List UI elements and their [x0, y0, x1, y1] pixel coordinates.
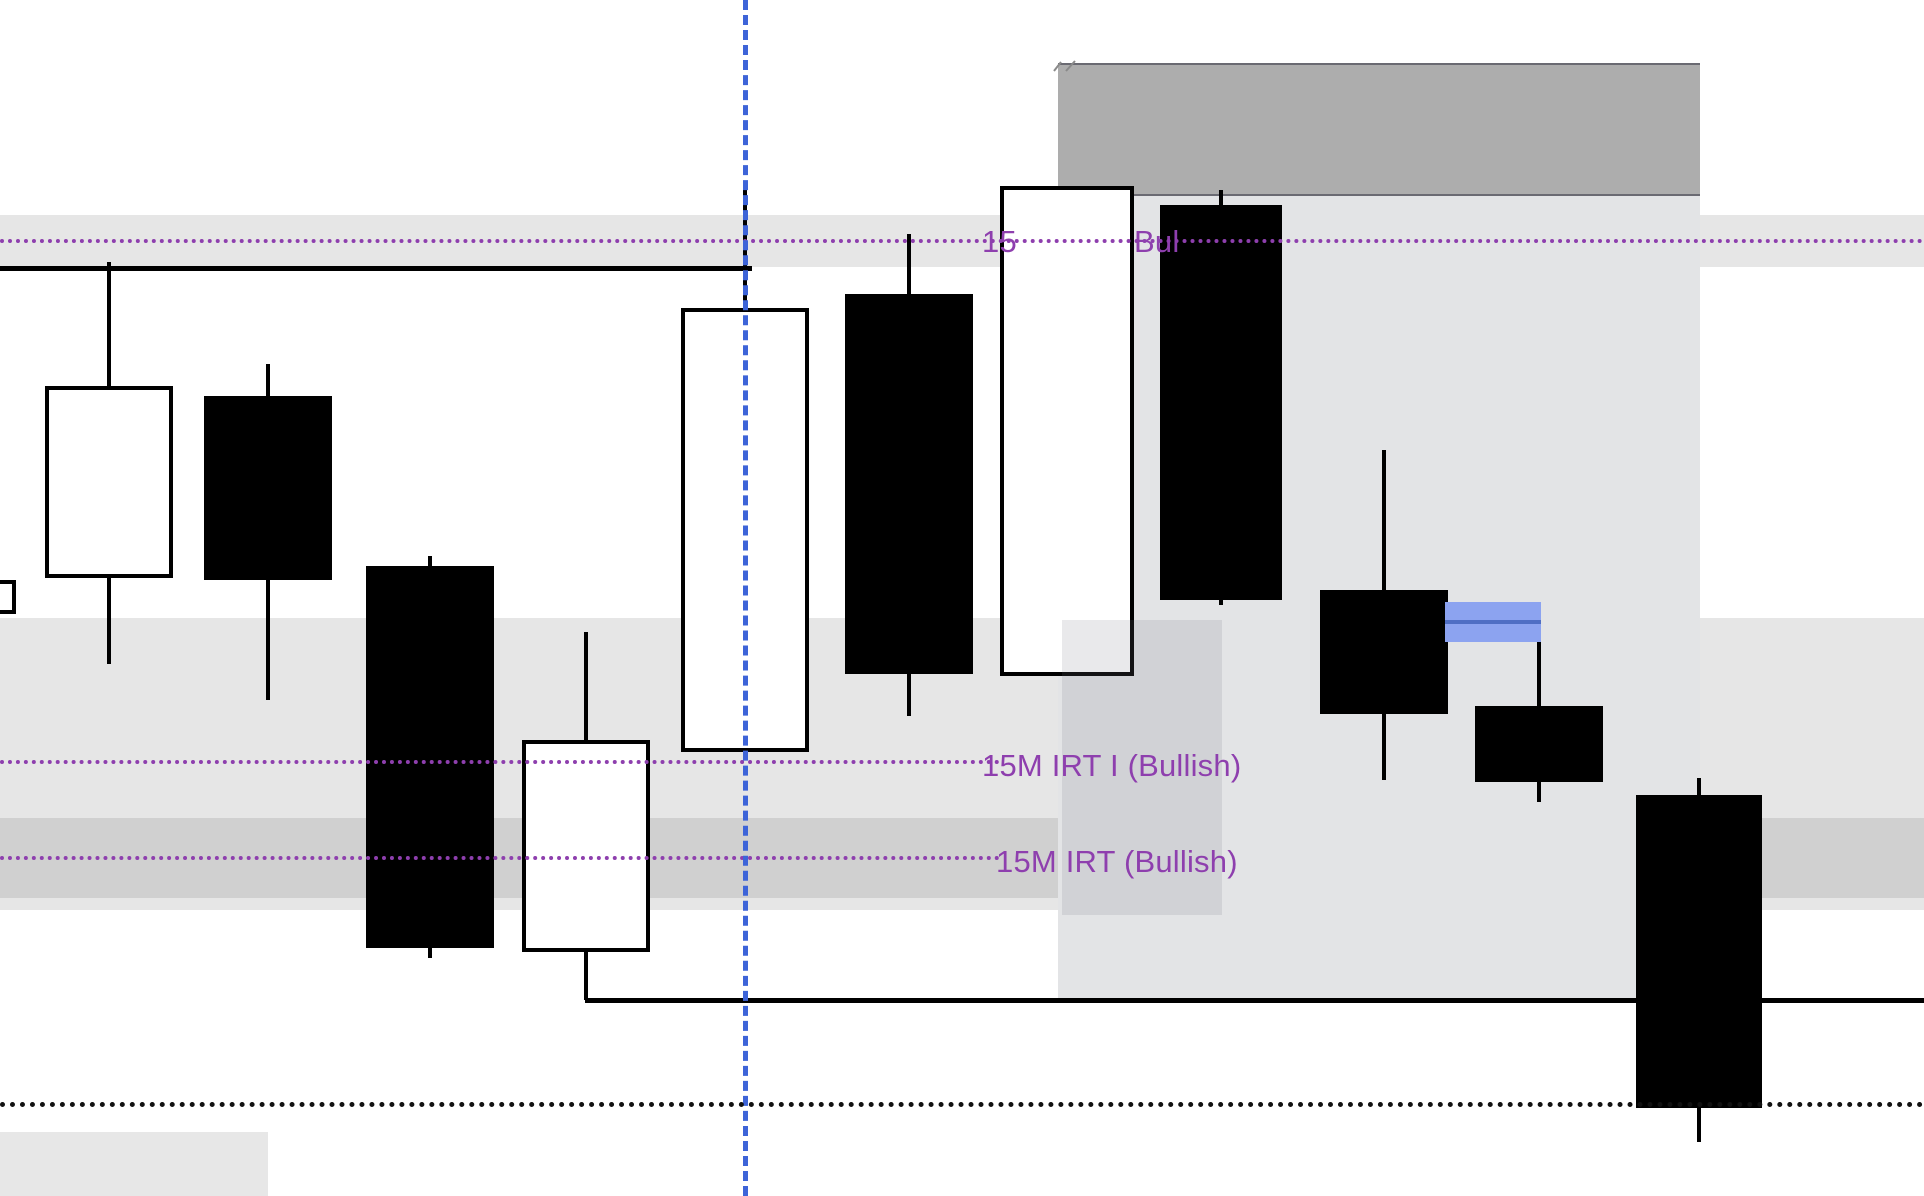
candle-7-body [1000, 186, 1134, 676]
zone-resize-handle-icon[interactable] [1052, 58, 1086, 84]
level-label-mid: 15M IRT I (Bullish) [982, 748, 1242, 783]
order-block-zone-header[interactable] [1058, 63, 1700, 196]
level-line-low[interactable] [0, 856, 1000, 860]
candle-3-body [366, 566, 494, 948]
selection-overlay[interactable] [1062, 620, 1222, 915]
candle-9-body [1320, 590, 1448, 714]
level-label-top-left-fragment: 15 [982, 224, 1017, 259]
candle-0-body [0, 580, 16, 614]
level-line-mid[interactable] [0, 760, 1000, 764]
structure-line-upper [0, 266, 752, 271]
candle-8-body [1160, 205, 1282, 600]
level-label-top-right-fragment: Bul [1134, 224, 1180, 259]
baseline-dotted [0, 1102, 1924, 1107]
candle-11-body [1636, 795, 1762, 1108]
vertical-crosshair[interactable] [743, 0, 748, 1196]
structure-line-lower [585, 998, 1924, 1003]
candle-1-body [45, 386, 173, 578]
candle-4-body [522, 740, 650, 952]
entry-price-line [1445, 620, 1541, 624]
candle-6-body [845, 294, 973, 674]
candle-10-body [1475, 706, 1603, 782]
level-line-top[interactable] [0, 239, 1924, 243]
bottom-left-legend-placeholder[interactable] [0, 1132, 268, 1196]
level-label-low: 15M IRT (Bullish) [996, 844, 1238, 879]
candle-2-body [204, 396, 332, 580]
